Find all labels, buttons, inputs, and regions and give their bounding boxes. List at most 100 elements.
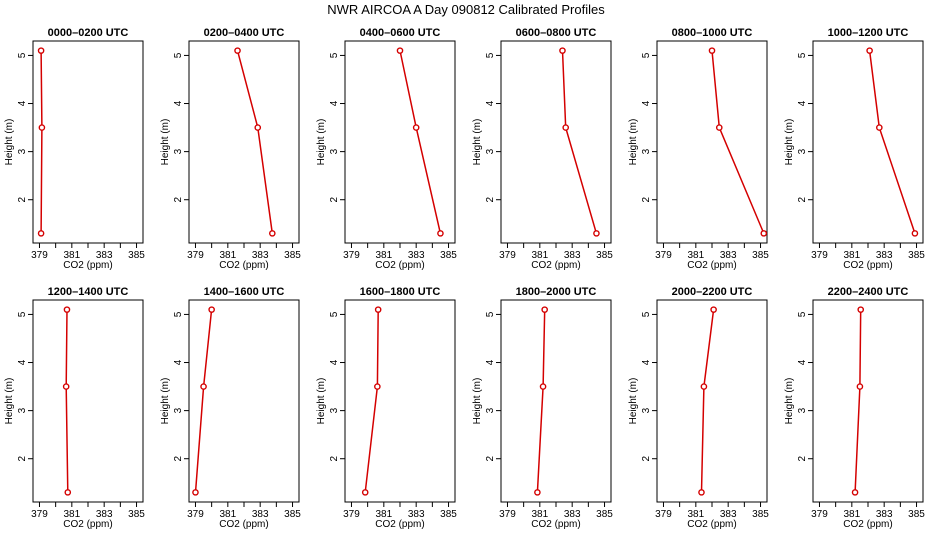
profile-panel: 1800–2000 UTC 379 381 383 385 2 3 4 5 CO2 (ppm) He…	[472, 286, 613, 530]
x-axis-label: CO2 (ppm)	[687, 519, 736, 530]
x-tick-label: 379	[499, 509, 516, 520]
plot-frame	[500, 40, 612, 244]
x-tick-label: 381	[687, 509, 704, 520]
y-axis-label: Height (m)	[160, 378, 171, 425]
y-axis-label: Height (m)	[316, 378, 327, 425]
y-tick-label: 2	[485, 196, 496, 202]
y-tick-label: 3	[329, 407, 340, 413]
x-tick-label: 385	[440, 509, 457, 520]
data-point	[412, 124, 420, 131]
x-tick-label: 385	[908, 509, 925, 520]
y-tick-label: 4	[485, 100, 496, 106]
x-tick-label: 381	[531, 250, 548, 261]
x-tick-label: 385	[596, 250, 613, 261]
x-tick-label: 385	[128, 250, 145, 261]
y-tick-label: 5	[329, 311, 340, 317]
y-tick-label: 2	[329, 196, 340, 202]
x-axis-label: CO2 (ppm)	[687, 260, 736, 271]
x-tick-label: 383	[408, 250, 425, 261]
data-point	[539, 383, 547, 390]
x-tick-label: 379	[187, 509, 204, 520]
panel-title: 1400–1600 UTC	[204, 286, 285, 298]
y-tick-label: 5	[485, 311, 496, 317]
panel-title: 2200–2400 UTC	[828, 286, 909, 298]
plot-frame	[188, 299, 300, 503]
figure-title: NWR AIRCOA A Day 090812 Calibrated Profi…	[327, 2, 605, 17]
y-tick-label: 3	[485, 407, 496, 413]
x-axis-label: CO2 (ppm)	[375, 260, 424, 271]
x-tick-label: 383	[564, 250, 581, 261]
y-tick-label: 4	[329, 100, 340, 106]
y-tick-label: 4	[17, 359, 28, 365]
x-tick-label: 379	[655, 250, 672, 261]
data-point	[715, 124, 723, 131]
y-tick-label: 4	[641, 359, 652, 365]
x-tick-label: 381	[375, 250, 392, 261]
x-tick-label: 383	[252, 509, 269, 520]
x-tick-label: 379	[499, 250, 516, 261]
data-point	[541, 306, 548, 313]
y-axis-label: Height (m)	[4, 378, 15, 425]
y-tick-label: 3	[641, 407, 652, 413]
data-point	[62, 383, 70, 390]
data-point	[396, 47, 404, 54]
data-point	[593, 230, 600, 237]
data-point	[234, 47, 241, 54]
y-tick-label: 3	[17, 407, 28, 413]
x-tick-label: 381	[63, 250, 80, 261]
panel-title: 2000–2200 UTC	[672, 286, 753, 298]
data-point	[374, 306, 382, 313]
y-tick-label: 5	[173, 311, 184, 317]
plot-frame	[188, 40, 300, 244]
y-tick-label: 5	[641, 52, 652, 58]
x-tick-label: 385	[596, 509, 613, 520]
plot-frame	[344, 299, 456, 503]
y-tick-label: 2	[797, 455, 808, 461]
panel-title: 1000–1200 UTC	[828, 27, 909, 39]
y-tick-label: 3	[329, 148, 340, 154]
data-point	[37, 47, 45, 54]
x-tick-label: 381	[63, 509, 80, 520]
profile-line	[700, 309, 715, 493]
profile-line	[868, 50, 916, 234]
y-tick-label: 3	[797, 148, 808, 154]
data-point	[760, 230, 768, 237]
profile-panel: 2000–2200 UTC 379 381 383 385 2 3 4 5 CO2 (ppm) He…	[628, 286, 769, 530]
x-tick-label: 379	[31, 250, 48, 261]
y-axis-label: Height (m)	[160, 119, 171, 166]
panel-title: 1200–1400 UTC	[48, 286, 129, 298]
x-tick-label: 383	[876, 509, 893, 520]
x-tick-label: 379	[343, 509, 360, 520]
x-tick-label: 379	[343, 250, 360, 261]
y-tick-label: 2	[173, 196, 184, 202]
y-tick-label: 4	[173, 359, 184, 365]
y-tick-label: 5	[329, 52, 340, 58]
data-point	[856, 383, 864, 390]
y-tick-label: 5	[17, 52, 28, 58]
y-tick-label: 5	[485, 52, 496, 58]
x-axis-label: CO2 (ppm)	[531, 519, 580, 530]
profile-line	[536, 309, 546, 493]
data-point	[200, 383, 207, 390]
plot-frame	[656, 299, 768, 503]
y-tick-label: 3	[485, 148, 496, 154]
profile-line	[236, 50, 274, 234]
y-tick-label: 2	[797, 196, 808, 202]
data-point	[38, 124, 46, 131]
y-axis-label: Height (m)	[472, 119, 483, 166]
profile-line	[40, 50, 43, 234]
x-tick-label: 383	[252, 250, 269, 261]
x-tick-label: 385	[440, 250, 457, 261]
x-axis-label: CO2 (ppm)	[63, 260, 112, 271]
x-tick-label: 379	[655, 509, 672, 520]
profile-line	[854, 309, 862, 493]
y-tick-label: 3	[173, 407, 184, 413]
y-tick-label: 5	[797, 311, 808, 317]
x-tick-label: 381	[219, 250, 236, 261]
data-point	[562, 124, 570, 131]
data-point	[710, 306, 717, 313]
data-point	[361, 489, 369, 496]
profile-line	[65, 309, 69, 493]
profile-panel: 2200–2400 UTC 379 381 383 385 2 3 4 5 CO2 (ppm) He…	[784, 286, 925, 530]
panel-title: 0400–0600 UTC	[360, 27, 441, 39]
